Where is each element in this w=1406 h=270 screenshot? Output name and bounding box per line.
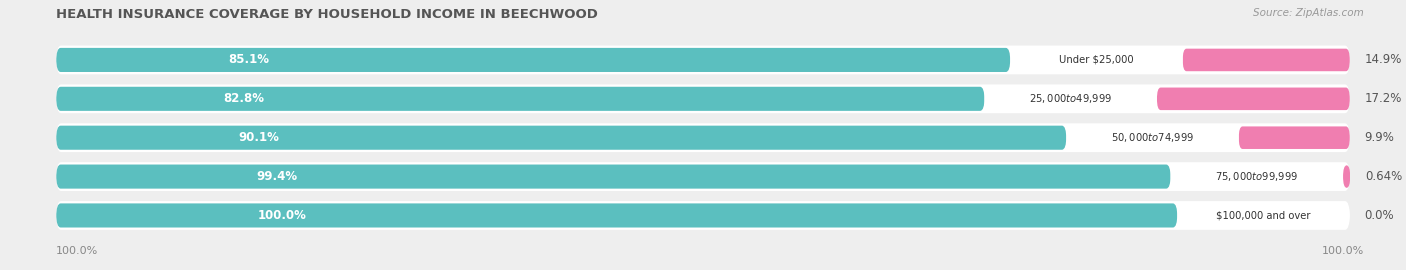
Text: Source: ZipAtlas.com: Source: ZipAtlas.com: [1253, 8, 1364, 18]
FancyBboxPatch shape: [56, 164, 1171, 189]
Text: $50,000 to $74,999: $50,000 to $74,999: [1111, 131, 1194, 144]
Text: 99.4%: 99.4%: [257, 170, 298, 183]
Text: $100,000 and over: $100,000 and over: [1216, 210, 1310, 221]
FancyBboxPatch shape: [56, 85, 1350, 113]
FancyBboxPatch shape: [56, 162, 1350, 191]
Text: 100.0%: 100.0%: [1322, 247, 1364, 256]
FancyBboxPatch shape: [56, 126, 1066, 150]
FancyBboxPatch shape: [1343, 165, 1350, 188]
Text: HEALTH INSURANCE COVERAGE BY HOUSEHOLD INCOME IN BEECHWOOD: HEALTH INSURANCE COVERAGE BY HOUSEHOLD I…: [56, 8, 598, 21]
Text: 90.1%: 90.1%: [238, 131, 278, 144]
Text: 0.0%: 0.0%: [1365, 209, 1395, 222]
Text: $25,000 to $49,999: $25,000 to $49,999: [1029, 92, 1112, 105]
Text: 82.8%: 82.8%: [224, 92, 264, 105]
FancyBboxPatch shape: [56, 48, 1011, 72]
FancyBboxPatch shape: [56, 201, 1350, 230]
FancyBboxPatch shape: [1171, 166, 1343, 187]
FancyBboxPatch shape: [1182, 49, 1350, 71]
Text: 14.9%: 14.9%: [1365, 53, 1402, 66]
FancyBboxPatch shape: [1239, 126, 1350, 149]
FancyBboxPatch shape: [984, 88, 1157, 109]
FancyBboxPatch shape: [56, 123, 1350, 152]
FancyBboxPatch shape: [1177, 205, 1350, 226]
FancyBboxPatch shape: [56, 46, 1350, 74]
FancyBboxPatch shape: [1011, 49, 1182, 70]
Text: 9.9%: 9.9%: [1365, 131, 1395, 144]
Text: Under $25,000: Under $25,000: [1059, 55, 1133, 65]
FancyBboxPatch shape: [56, 203, 1177, 228]
Text: 0.64%: 0.64%: [1365, 170, 1402, 183]
Text: $75,000 to $99,999: $75,000 to $99,999: [1215, 170, 1298, 183]
Text: 100.0%: 100.0%: [259, 209, 307, 222]
FancyBboxPatch shape: [1066, 127, 1239, 148]
Text: 17.2%: 17.2%: [1365, 92, 1402, 105]
FancyBboxPatch shape: [56, 87, 984, 111]
Text: 85.1%: 85.1%: [228, 53, 269, 66]
Text: 100.0%: 100.0%: [56, 247, 98, 256]
FancyBboxPatch shape: [1157, 87, 1350, 110]
